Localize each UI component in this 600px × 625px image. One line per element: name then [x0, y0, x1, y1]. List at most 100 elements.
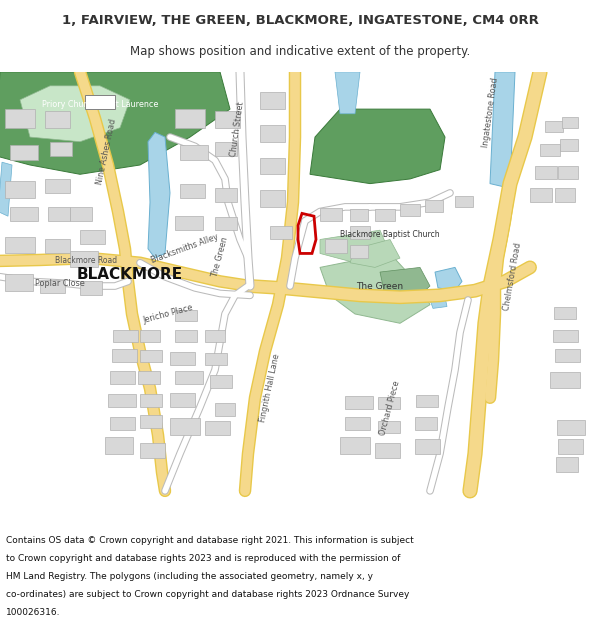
Bar	[215, 403, 235, 416]
Bar	[175, 109, 205, 128]
Bar	[400, 204, 420, 216]
Bar	[80, 230, 105, 244]
Bar	[45, 111, 70, 128]
Bar	[112, 349, 137, 362]
Bar	[535, 166, 557, 179]
Bar	[105, 437, 133, 454]
Bar	[110, 371, 135, 384]
Polygon shape	[148, 132, 170, 258]
Bar	[108, 394, 136, 407]
Text: Contains OS data © Crown copyright and database right 2021. This information is : Contains OS data © Crown copyright and d…	[6, 536, 414, 545]
Bar	[325, 239, 347, 254]
Polygon shape	[85, 95, 115, 109]
Text: HM Land Registry. The polygons (including the associated geometry, namely x, y: HM Land Registry. The polygons (includin…	[6, 572, 373, 581]
Bar	[556, 458, 578, 472]
Text: 1, FAIRVIEW, THE GREEN, BLACKMORE, INGATESTONE, CM4 0RR: 1, FAIRVIEW, THE GREEN, BLACKMORE, INGAT…	[62, 14, 538, 27]
Bar	[455, 196, 473, 207]
Text: Priory Church Of St Laurence: Priory Church Of St Laurence	[42, 100, 158, 109]
Bar	[10, 146, 38, 161]
Bar	[554, 308, 576, 319]
Bar	[45, 179, 70, 193]
Text: Map shows position and indicative extent of the property.: Map shows position and indicative extent…	[130, 45, 470, 58]
Text: Nine Ashes Road: Nine Ashes Road	[95, 118, 118, 186]
Bar	[140, 416, 162, 428]
Bar	[205, 353, 227, 365]
Bar	[350, 209, 368, 221]
Text: Orchard Piece: Orchard Piece	[379, 380, 401, 437]
Text: Chelmsford Road: Chelmsford Road	[503, 242, 523, 311]
Bar	[140, 394, 162, 407]
Bar	[110, 418, 135, 431]
Bar	[375, 209, 395, 221]
Bar	[550, 372, 580, 389]
Bar	[260, 190, 285, 207]
Bar	[5, 109, 35, 128]
Polygon shape	[20, 86, 130, 142]
Text: Jericho Place: Jericho Place	[142, 303, 194, 325]
Polygon shape	[0, 162, 12, 216]
Bar	[205, 330, 225, 342]
Bar	[138, 371, 160, 384]
Bar	[560, 139, 578, 151]
Bar	[320, 208, 342, 221]
Bar	[180, 184, 205, 198]
Bar	[210, 376, 232, 389]
Bar	[553, 330, 578, 342]
Bar	[40, 279, 65, 294]
Bar	[170, 352, 195, 365]
Text: Poplar Close: Poplar Close	[35, 279, 85, 288]
Bar	[10, 207, 38, 221]
Bar	[378, 421, 400, 433]
Text: Blackmore Road: Blackmore Road	[55, 256, 117, 265]
Polygon shape	[490, 72, 515, 188]
Bar	[375, 443, 400, 458]
Bar	[340, 437, 370, 454]
Bar	[555, 349, 580, 362]
Text: Blacksmiths Alley: Blacksmiths Alley	[150, 232, 220, 265]
Text: 100026316.: 100026316.	[6, 608, 61, 616]
Bar	[5, 274, 33, 291]
Bar	[530, 188, 552, 202]
Bar	[5, 237, 35, 254]
Bar	[180, 146, 208, 161]
Polygon shape	[310, 109, 445, 184]
Bar	[140, 330, 160, 342]
Bar	[140, 350, 162, 362]
Text: co-ordinates) are subject to Crown copyright and database rights 2023 Ordnance S: co-ordinates) are subject to Crown copyr…	[6, 589, 409, 599]
Bar	[80, 281, 102, 296]
Bar	[215, 142, 237, 156]
Bar	[215, 188, 237, 202]
Polygon shape	[435, 268, 462, 291]
Bar	[215, 111, 240, 128]
Bar	[557, 420, 585, 435]
Bar	[558, 439, 583, 454]
Polygon shape	[320, 254, 430, 323]
Bar	[270, 226, 292, 239]
Bar	[205, 421, 230, 435]
Bar	[5, 181, 35, 198]
Bar	[70, 207, 92, 221]
Bar	[140, 443, 165, 458]
Bar	[378, 397, 400, 409]
Bar	[415, 439, 440, 454]
Bar	[70, 251, 98, 268]
Bar	[415, 418, 437, 431]
Bar	[175, 216, 203, 230]
Bar	[45, 239, 70, 254]
Bar	[345, 396, 373, 409]
Text: Fingrith Hall Lane: Fingrith Hall Lane	[259, 353, 281, 423]
Bar	[555, 188, 575, 202]
Text: The Green: The Green	[210, 236, 230, 279]
Bar	[562, 117, 578, 128]
Polygon shape	[335, 72, 360, 114]
Bar	[558, 166, 578, 179]
Polygon shape	[350, 239, 400, 268]
Text: Ingatestone Road: Ingatestone Road	[481, 78, 499, 148]
Bar	[545, 121, 563, 132]
Bar	[170, 393, 195, 407]
Polygon shape	[380, 268, 430, 300]
Bar	[260, 92, 285, 109]
Bar	[48, 207, 70, 221]
Bar	[260, 158, 285, 174]
Bar	[175, 371, 203, 384]
